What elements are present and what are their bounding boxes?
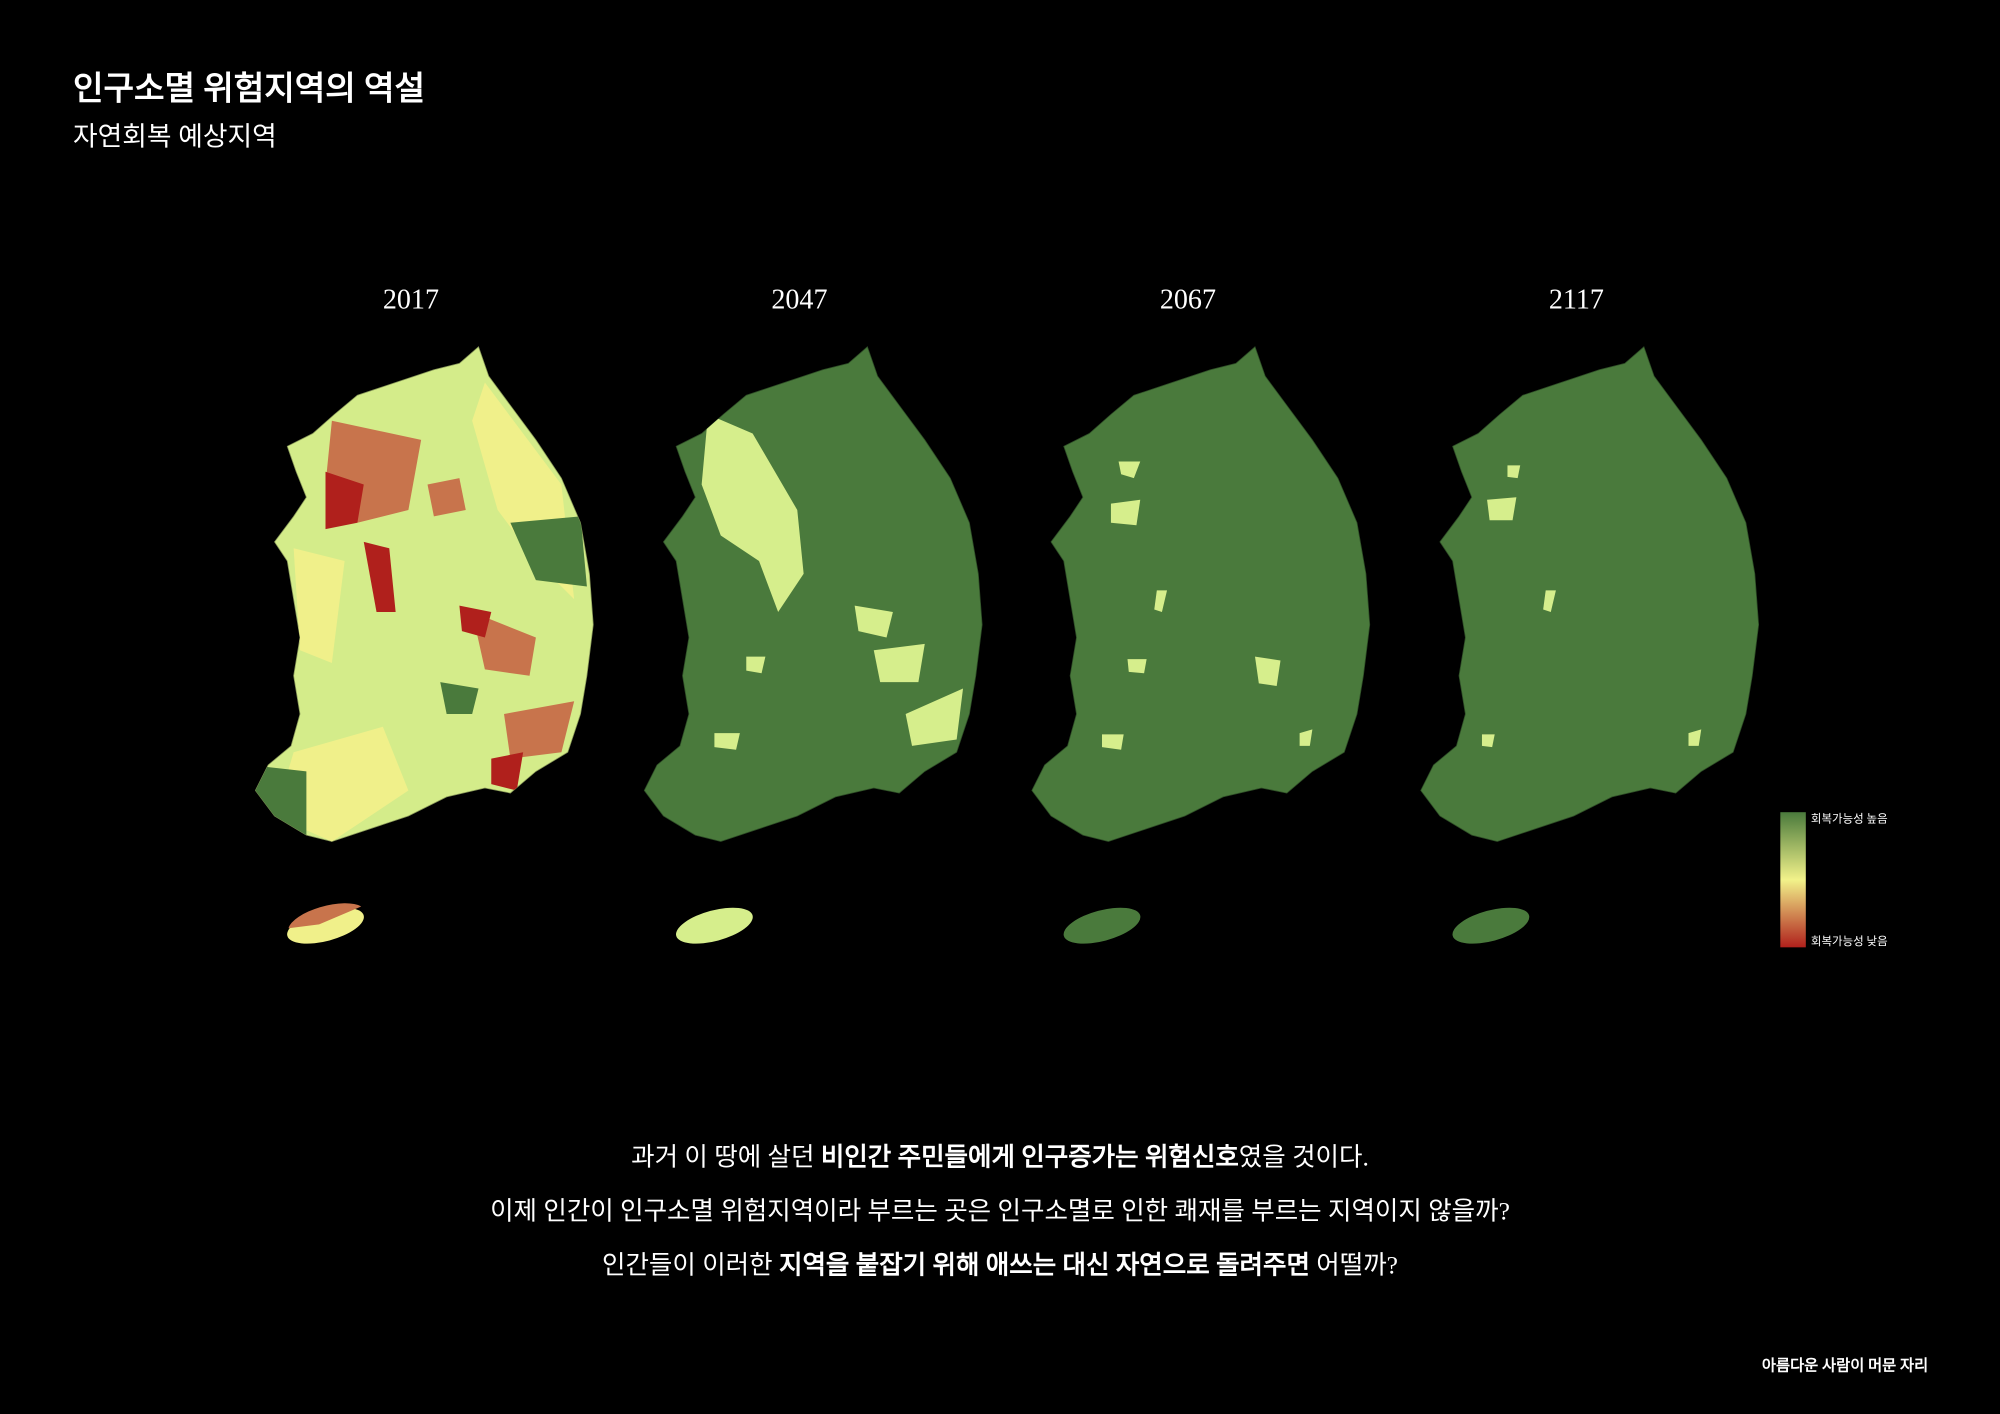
map-2047 [643, 346, 983, 944]
body-segment: 비인간 주민들에게 인구증가는 위험신호 [821, 1142, 1239, 1171]
title: 인구소멸 위험지역의 역설 [73, 70, 425, 107]
legend-high: 회복가능성 높음 [1811, 812, 1888, 825]
subtitle: 자연회복 예상지역 [73, 121, 277, 151]
body-segment: 였을 것이다. [1239, 1142, 1369, 1171]
body-segment: 어떨까? [1310, 1251, 1398, 1280]
map-2067 [1031, 346, 1371, 944]
year-labels: 2017 2047 2067 2117 [383, 285, 1604, 316]
body-segment: 지역을 붙잡기 위해 애쓰는 대신 자연으로 돌려주면 [779, 1251, 1310, 1280]
body-segment: 이제 인간이 인구소멸 위험지역이라 부르는 곳은 인구소멸로 인한 쾌재를 부… [490, 1197, 1510, 1226]
year-label: 2067 [1160, 285, 1216, 316]
map-2117 [1420, 346, 1760, 944]
year-label: 2047 [771, 285, 827, 316]
body-text: 과거 이 땅에 살던 비인간 주민들에게 인구증가는 위험신호였을 것이다. 이제… [490, 1142, 1510, 1279]
credit: 아름다운 사람이 머문 자리 [1762, 1357, 1928, 1375]
year-label: 2017 [383, 285, 439, 316]
body-segment: 과거 이 땅에 살던 [631, 1142, 821, 1171]
body-segment: 인간들이 이러한 [602, 1251, 779, 1280]
body-line: 과거 이 땅에 살던 비인간 주민들에게 인구증가는 위험신호였을 것이다. [631, 1142, 1369, 1171]
body-line: 인간들이 이러한 지역을 붙잡기 위해 애쓰는 대신 자연으로 돌려주면 어떨까… [602, 1251, 1398, 1280]
body-line: 이제 인간이 인구소멸 위험지역이라 부르는 곳은 인구소멸로 인한 쾌재를 부… [490, 1197, 1510, 1226]
legend-scale [1780, 812, 1806, 948]
map-2017 [254, 346, 594, 944]
legend-low: 회복가능성 낮음 [1811, 935, 1888, 948]
year-label: 2117 [1549, 285, 1604, 316]
